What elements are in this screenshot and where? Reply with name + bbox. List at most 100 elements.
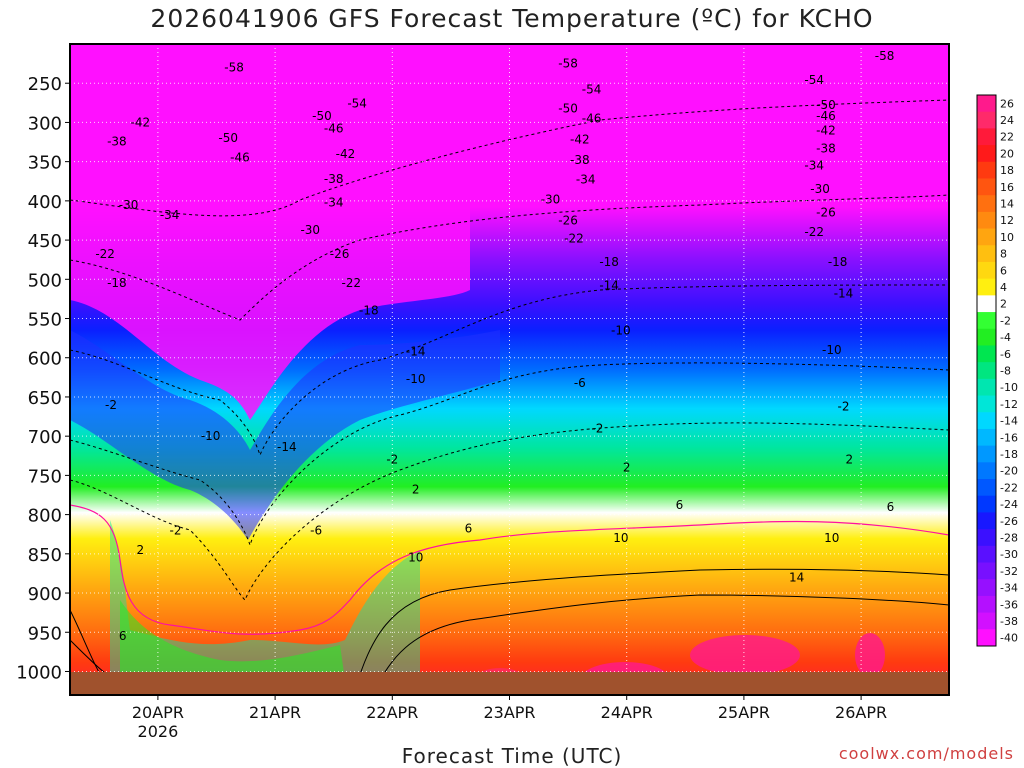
colorbar-swatch <box>977 462 996 480</box>
colorbar-label: -22 <box>1000 481 1018 494</box>
isotherm-label: 10 <box>408 551 423 565</box>
isotherm-lines <box>70 99 949 601</box>
colorbar-label: 26 <box>1000 97 1014 110</box>
y-tick-label: 400 <box>28 192 62 213</box>
colorbar-label: 4 <box>1000 281 1007 294</box>
y-tick-label: 300 <box>28 113 62 134</box>
y-tick-label: 750 <box>28 466 62 487</box>
colorbar-swatch <box>977 395 996 413</box>
isotherm-label: -46 <box>324 122 344 136</box>
colorbar-swatch <box>977 261 996 280</box>
isotherm-label: -22 <box>95 247 115 261</box>
isotherm-label: -10 <box>406 372 426 386</box>
colorbar-swatch <box>977 111 996 129</box>
isotherm-label: -2 <box>838 399 850 413</box>
colorbar-label: -8 <box>1000 365 1011 378</box>
credit-text: coolwx.com/models <box>838 744 1014 763</box>
warm-pocket <box>855 633 885 677</box>
x-tick-label: 21APR <box>249 703 301 722</box>
colorbar-label: 22 <box>1000 131 1014 144</box>
colorbar-label: 6 <box>1000 264 1007 277</box>
colorbar-label: -32 <box>1000 565 1018 578</box>
colorbar-frame <box>976 94 997 647</box>
colorbar-swatch <box>977 512 996 530</box>
pressure-gridlines <box>70 82 949 672</box>
isotherm-label: -42 <box>131 115 151 129</box>
colorbar-swatch <box>977 345 996 363</box>
near-surface-freezing <box>120 600 345 690</box>
isotherm-label: -38 <box>107 134 127 148</box>
isotherm-label: -10 <box>201 429 221 443</box>
isotherm-label: -14 <box>834 286 854 300</box>
colorbar-swatch <box>977 362 996 380</box>
colorbar-label: -38 <box>1000 615 1018 628</box>
isotherm-label: -42 <box>336 147 356 161</box>
colorbar-label: -36 <box>1000 598 1018 611</box>
colorbar-label: -28 <box>1000 531 1018 544</box>
colorbar-swatch <box>977 378 996 397</box>
isotherm-label: -50 <box>816 98 836 112</box>
isotherm-label: -14 <box>406 344 426 358</box>
chart-title: 2026041906 GFS Forecast Temperature (ºC)… <box>150 4 874 33</box>
isotherm-label: -6 <box>574 376 586 390</box>
warm-pocket <box>690 635 800 675</box>
colorbar-swatch <box>977 595 996 614</box>
isotherm-label: -46 <box>582 112 602 126</box>
isotherm-label: -34 <box>160 208 180 222</box>
colorbar-swatch <box>977 161 996 179</box>
y-tick-label: 950 <box>28 623 62 644</box>
x-tick-label: 20APR <box>132 703 184 722</box>
isotherm-label: -18 <box>107 276 127 290</box>
colorbar-label: -16 <box>1000 431 1018 444</box>
colorbar-label: 18 <box>1000 164 1014 177</box>
isotherm-label: -54 <box>347 97 367 111</box>
isotherm-label: -34 <box>576 173 596 187</box>
colorbar-swatch <box>977 145 996 163</box>
day-gridlines <box>157 44 862 695</box>
colorbar-label: 20 <box>1000 147 1014 160</box>
colorbar-swatch <box>977 128 996 146</box>
colorbar-label: -20 <box>1000 465 1018 478</box>
isotherm-label: 14 <box>789 570 804 584</box>
isotherm-label: -34 <box>804 159 824 173</box>
isotherm-label: 10 <box>824 531 839 545</box>
cold-trough-upper <box>70 44 470 420</box>
isotherm-label: -54 <box>582 82 602 96</box>
isotherm-label: -58 <box>558 57 578 71</box>
colorbar-label: -26 <box>1000 515 1018 528</box>
isotherm-label: -38 <box>324 172 344 186</box>
isotherm-label: -38 <box>570 153 590 167</box>
y-tick-label: 700 <box>28 427 62 448</box>
isotherm-label: -18 <box>828 255 848 269</box>
colorbar-label: 12 <box>1000 214 1014 227</box>
x-tick-label: 23APR <box>483 703 535 722</box>
x-tick-sublabel: 2026 <box>138 722 179 741</box>
isotherm-label: 6 <box>887 500 895 514</box>
colorbar-label: 2 <box>1000 298 1007 311</box>
colorbar-swatch <box>977 545 996 564</box>
y-tick-label: 550 <box>28 310 62 331</box>
isotherm-label: -26 <box>558 213 578 227</box>
isotherm-label: -2 <box>591 421 603 435</box>
y-tick-label: 450 <box>28 231 62 252</box>
isotherm-label: -6 <box>310 523 322 537</box>
isotherm-label: -26 <box>330 247 350 261</box>
colorbar-swatch <box>977 295 996 313</box>
colorbar-swatch <box>977 95 996 113</box>
isotherm-label: 10 <box>613 531 628 545</box>
x-tick-label: 22APR <box>366 703 418 722</box>
colorbar-label: -14 <box>1000 415 1018 428</box>
x-axis-label: Forecast Time (UTC) <box>401 744 623 768</box>
isotherm-label: -22 <box>804 225 824 239</box>
isotherm-label: -30 <box>541 192 561 206</box>
y-tick-label: 500 <box>28 270 62 291</box>
isotherm-label: -46 <box>230 151 250 165</box>
isotherm-label: -2 <box>105 398 117 412</box>
colorbar-swatch <box>977 228 996 246</box>
colorbar-label: 14 <box>1000 198 1014 211</box>
colorbar-label: -12 <box>1000 398 1018 411</box>
colorbar-label: -34 <box>1000 582 1018 595</box>
isotherm-label: 2 <box>412 483 420 497</box>
isotherm-label: 6 <box>465 522 473 536</box>
